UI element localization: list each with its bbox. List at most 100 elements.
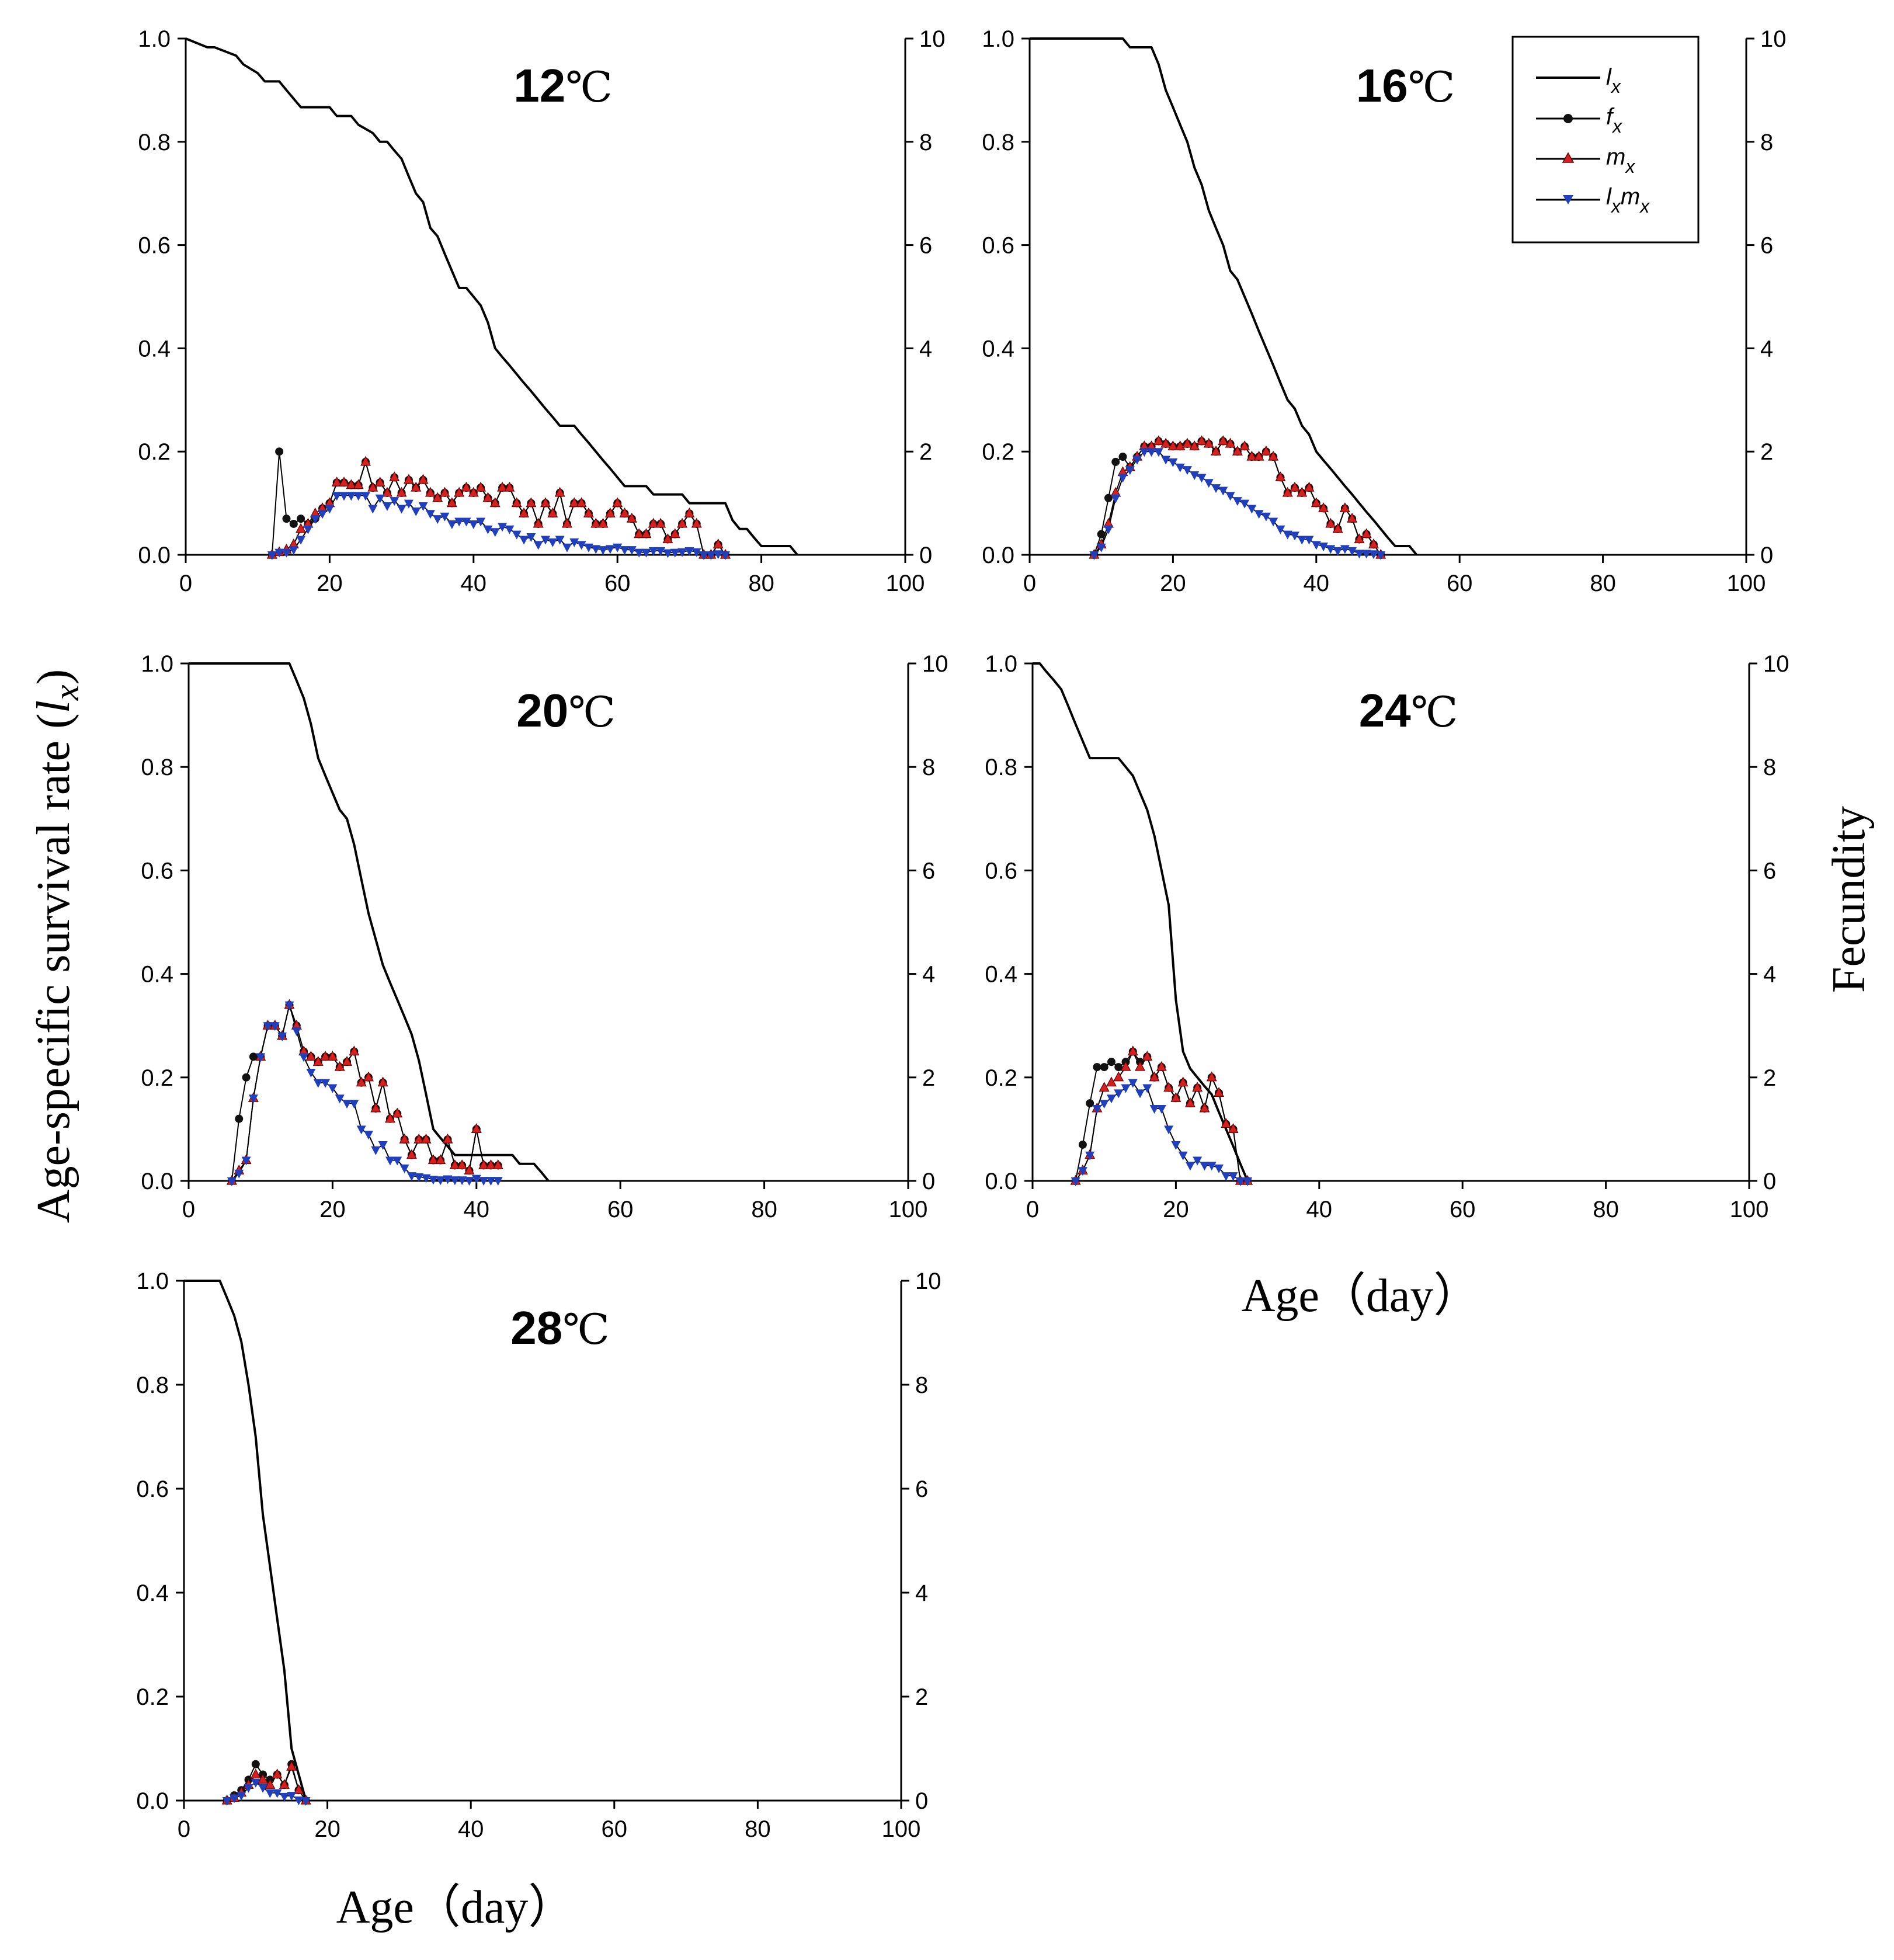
mx-point bbox=[641, 528, 652, 538]
lxmx-point bbox=[440, 512, 450, 522]
y-right-tick-label: 2 bbox=[915, 1684, 928, 1710]
y-right-tick-label: 6 bbox=[915, 1476, 928, 1502]
y-left-tick-label: 0.4 bbox=[985, 962, 1017, 988]
y-right-tick-label: 8 bbox=[919, 130, 932, 155]
lxmx-point bbox=[1340, 545, 1350, 554]
lxmx-point bbox=[1185, 1162, 1195, 1171]
series-lx-line bbox=[184, 1280, 307, 1801]
y-left-tick-label: 1.0 bbox=[982, 26, 1014, 52]
lxmx-point bbox=[349, 1100, 359, 1109]
y-right-tick-label: 10 bbox=[915, 1269, 941, 1294]
mx-point bbox=[497, 481, 508, 492]
mx-point bbox=[342, 1055, 353, 1066]
lxmx-point bbox=[479, 1177, 489, 1186]
x-tick-label: 80 bbox=[1593, 1197, 1619, 1222]
series-lx-line bbox=[185, 37, 798, 556]
y-left-tick-label: 0.4 bbox=[982, 336, 1014, 362]
mx-point bbox=[442, 1133, 453, 1144]
mx-point bbox=[457, 1159, 468, 1170]
mx-point bbox=[576, 497, 587, 508]
lxmx-point bbox=[1311, 541, 1321, 550]
legend-marker-lxmx bbox=[1563, 195, 1573, 204]
x-tick-label: 60 bbox=[607, 1197, 634, 1222]
lxmx-point bbox=[1200, 1162, 1210, 1171]
lxmx-point bbox=[548, 538, 558, 547]
lxmx-point bbox=[1319, 542, 1329, 551]
mx-point bbox=[312, 1055, 324, 1066]
mx-point bbox=[519, 508, 530, 517]
x-tick-label: 80 bbox=[751, 1197, 777, 1222]
lxmx-point bbox=[1078, 1167, 1087, 1176]
lxmx-point bbox=[468, 520, 478, 529]
lxmx-point bbox=[498, 523, 508, 532]
mx-point bbox=[334, 1061, 345, 1071]
mx-point bbox=[1268, 450, 1279, 461]
panel-12: 0 20 40 60 80 100 0.0 0.2 0.4 0.6 0.8 1.0 0 2 4 6 8 10 12℃ bbox=[138, 26, 945, 596]
legend-marker-mx bbox=[1562, 152, 1575, 163]
mx-point bbox=[435, 1154, 446, 1165]
y-right-tick-label: 4 bbox=[922, 962, 935, 988]
lxmx-point bbox=[287, 1792, 297, 1801]
panel-title: 28℃ bbox=[510, 1302, 610, 1354]
lxmx-point bbox=[306, 1068, 316, 1078]
lxmx-point bbox=[335, 1094, 345, 1104]
lxmx-point bbox=[1361, 550, 1371, 559]
y-left-tick-label: 0.6 bbox=[985, 858, 1017, 884]
lxmx-point bbox=[294, 1796, 304, 1806]
lxmx-point bbox=[433, 515, 443, 524]
lxmx-point bbox=[1247, 505, 1257, 514]
lxmx-point bbox=[299, 1053, 309, 1062]
lxmx-point bbox=[277, 1032, 287, 1041]
mx-point bbox=[293, 1784, 304, 1794]
x-tick-label: 20 bbox=[314, 1816, 340, 1842]
y-left-tick-label: 0.6 bbox=[136, 1476, 169, 1502]
mx-point bbox=[425, 486, 436, 497]
lxmx-point bbox=[414, 1173, 424, 1182]
mx-point bbox=[554, 486, 565, 497]
mx-point bbox=[418, 474, 429, 484]
lxmx-point bbox=[461, 517, 471, 527]
fx-point bbox=[289, 519, 298, 528]
lxmx-point bbox=[1135, 1089, 1145, 1099]
mx-point bbox=[1332, 523, 1343, 533]
lxmx-point bbox=[418, 502, 428, 512]
y-right-tick-label: 0 bbox=[1763, 1169, 1776, 1194]
lxmx-point bbox=[404, 499, 413, 509]
x-axis-label-right-column: Age（day） bbox=[1242, 1270, 1481, 1322]
lxmx-point bbox=[1153, 448, 1163, 457]
lxmx-point bbox=[1182, 466, 1192, 475]
mx-point bbox=[492, 1159, 503, 1170]
lxmx-point bbox=[598, 546, 608, 555]
fx-point bbox=[282, 515, 291, 523]
mx-point bbox=[1282, 486, 1293, 497]
y-left-tick-label: 1.0 bbox=[141, 651, 173, 677]
lxmx-point bbox=[1326, 545, 1336, 554]
mx-point bbox=[420, 1133, 432, 1144]
fx-point bbox=[1086, 1099, 1094, 1108]
lxmx-point bbox=[229, 1794, 239, 1803]
mx-point bbox=[396, 486, 407, 497]
mx-point bbox=[677, 517, 688, 528]
lxmx-point bbox=[706, 551, 716, 560]
mx-point bbox=[1347, 512, 1358, 523]
y-right-tick-label: 2 bbox=[1763, 1065, 1776, 1091]
mx-point bbox=[504, 481, 515, 492]
y-left-tick-label: 0.6 bbox=[982, 233, 1014, 259]
mx-point bbox=[482, 492, 494, 502]
lxmx-point bbox=[656, 547, 666, 556]
lxmx-point bbox=[620, 546, 630, 555]
fx-point bbox=[1100, 1063, 1108, 1072]
mx-point bbox=[1218, 435, 1229, 446]
mx-point bbox=[1135, 1061, 1146, 1071]
mx-point bbox=[526, 497, 537, 508]
lxmx-point bbox=[301, 1797, 311, 1806]
mx-point bbox=[1354, 533, 1365, 544]
lxmx-point bbox=[1368, 550, 1378, 559]
series-lx-line bbox=[1030, 37, 1418, 556]
lxmx-point bbox=[699, 551, 709, 560]
y-right-tick-label: 8 bbox=[1760, 130, 1773, 155]
y-right-tick-label: 2 bbox=[919, 439, 932, 465]
lxmx-point bbox=[263, 1022, 273, 1031]
fx-point bbox=[1093, 1063, 1101, 1072]
lxmx-point bbox=[1225, 492, 1235, 501]
